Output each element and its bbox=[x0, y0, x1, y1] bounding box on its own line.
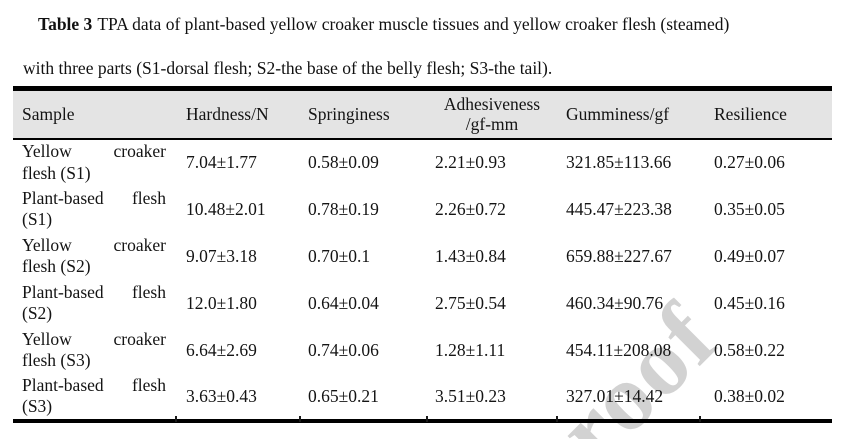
table-header: Sample Hardness/N Springiness Adhesivene… bbox=[13, 88, 832, 139]
cell-springiness: 0.78±0.19 bbox=[308, 198, 379, 219]
header-gumminess: Gumminess/gf bbox=[566, 103, 670, 124]
table-caption: Table 3 TPA data of plant-based yellow cr… bbox=[23, 2, 835, 90]
cell-resilience: 0.49±0.07 bbox=[714, 245, 785, 266]
header-adhesiveness: Adhesiveness /gf-mm bbox=[427, 89, 557, 139]
cell-springiness: 0.74±0.06 bbox=[308, 339, 379, 360]
cell-gumminess: 445.47±223.38 bbox=[566, 198, 672, 219]
cell-gumminess: 454.11±208.08 bbox=[566, 339, 672, 360]
caption-line1-text: TPA data of plant-based yellow croaker m… bbox=[97, 14, 730, 34]
sample-name-line1: Yellow croaker bbox=[22, 328, 166, 349]
cell-sample: Plant-based flesh (S2) bbox=[13, 280, 176, 327]
cell-adhesiveness: 1.43±0.84 bbox=[435, 245, 506, 266]
column-boundary-tick bbox=[556, 416, 558, 422]
sample-name-line1: Plant-based flesh bbox=[22, 374, 166, 395]
table-body: Yellow croaker flesh (S1) 7.04±1.77 0.58… bbox=[13, 139, 832, 421]
column-boundary-tick bbox=[299, 416, 301, 422]
header-springiness: Springiness bbox=[308, 103, 390, 124]
sample-name-line2: flesh (S2) bbox=[22, 256, 91, 276]
column-boundary-tick bbox=[426, 416, 428, 422]
cell-hardness: 7.04±1.77 bbox=[186, 152, 257, 172]
sample-name-line2: flesh (S3) bbox=[22, 350, 91, 370]
cell-hardness: 12.0±1.80 bbox=[186, 292, 257, 313]
cell-adhesiveness: 3.51±0.23 bbox=[435, 385, 506, 406]
sample-name-line1: Plant-based flesh bbox=[22, 281, 166, 302]
table-number-label: Table 3 bbox=[38, 14, 93, 34]
header-sample: Sample bbox=[22, 103, 75, 124]
sample-name-line1: Yellow croaker bbox=[22, 234, 166, 255]
cell-resilience: 0.45±0.16 bbox=[714, 292, 785, 313]
cell-resilience: 0.27±0.06 bbox=[714, 152, 785, 172]
cell-gumminess: 460.34±90.76 bbox=[566, 292, 664, 313]
table-row: Yellow croaker flesh (S3) 6.64±2.69 0.74… bbox=[13, 327, 832, 374]
cell-hardness: 9.07±3.18 bbox=[186, 245, 257, 266]
cell-resilience: 0.38±0.02 bbox=[714, 385, 785, 406]
header-resilience: Resilience bbox=[714, 103, 787, 124]
sample-name-line2: (S3) bbox=[22, 396, 53, 416]
table-row: Yellow croaker flesh (S1) 7.04±1.77 0.58… bbox=[13, 139, 832, 186]
cell-sample: Plant-based flesh (S3) bbox=[13, 374, 176, 421]
cell-gumminess: 327.01±14.42 bbox=[566, 385, 664, 406]
sample-name-line1: Yellow croaker bbox=[22, 141, 166, 161]
sample-name-line2: (S1) bbox=[22, 209, 53, 229]
sample-name-line1: Plant-based flesh bbox=[22, 187, 166, 208]
cell-gumminess: 321.85±113.66 bbox=[566, 152, 672, 172]
header-row: Sample Hardness/N Springiness Adhesivene… bbox=[13, 88, 832, 139]
column-boundary-tick bbox=[175, 416, 177, 422]
column-boundary-tick bbox=[699, 416, 701, 422]
tpa-data-table: Sample Hardness/N Springiness Adhesivene… bbox=[13, 86, 832, 423]
cell-gumminess: 659.88±227.67 bbox=[566, 245, 672, 266]
sample-name-line2: flesh (S1) bbox=[22, 162, 91, 183]
cell-springiness: 0.70±0.1 bbox=[308, 245, 371, 266]
caption-line2: with three parts (S1-dorsal flesh; S2-th… bbox=[23, 58, 553, 78]
cell-sample: Yellow croaker flesh (S1) bbox=[13, 139, 176, 186]
cell-hardness: 6.64±2.69 bbox=[186, 339, 257, 360]
cell-springiness: 0.64±0.04 bbox=[308, 292, 379, 313]
cell-adhesiveness: 1.28±1.11 bbox=[435, 339, 506, 360]
cell-adhesiveness: 2.75±0.54 bbox=[435, 292, 506, 313]
cell-resilience: 0.58±0.22 bbox=[714, 339, 785, 360]
cell-sample: Yellow croaker flesh (S2) bbox=[13, 233, 176, 280]
table-row: Yellow croaker flesh (S2) 9.07±3.18 0.70… bbox=[13, 233, 832, 280]
table-row: Plant-based flesh (S3) 3.63±0.43 0.65±0.… bbox=[13, 374, 832, 421]
table-row: Plant-based flesh (S2) 12.0±1.80 0.64±0.… bbox=[13, 280, 832, 327]
sample-name-line2: (S2) bbox=[22, 303, 53, 323]
table-row: Plant-based flesh (S1) 10.48±2.01 0.78±0… bbox=[13, 186, 832, 233]
cell-sample: Plant-based flesh (S1) bbox=[13, 186, 176, 233]
cell-springiness: 0.58±0.09 bbox=[308, 152, 379, 172]
cell-springiness: 0.65±0.21 bbox=[308, 385, 379, 406]
cell-adhesiveness: 2.26±0.72 bbox=[435, 198, 506, 219]
cell-hardness: 3.63±0.43 bbox=[186, 385, 257, 406]
cell-sample: Yellow croaker flesh (S3) bbox=[13, 327, 176, 374]
header-hardness: Hardness/N bbox=[186, 103, 269, 124]
header-adhesiveness-line2: /gf-mm bbox=[465, 114, 519, 135]
cell-hardness: 10.48±2.01 bbox=[186, 198, 266, 219]
cell-adhesiveness: 2.21±0.93 bbox=[435, 152, 506, 172]
cell-resilience: 0.35±0.05 bbox=[714, 198, 785, 219]
header-adhesiveness-line1: Adhesiveness bbox=[443, 94, 541, 115]
caption-line1: Table 3 TPA data of plant-based yellow cr… bbox=[23, 2, 835, 46]
